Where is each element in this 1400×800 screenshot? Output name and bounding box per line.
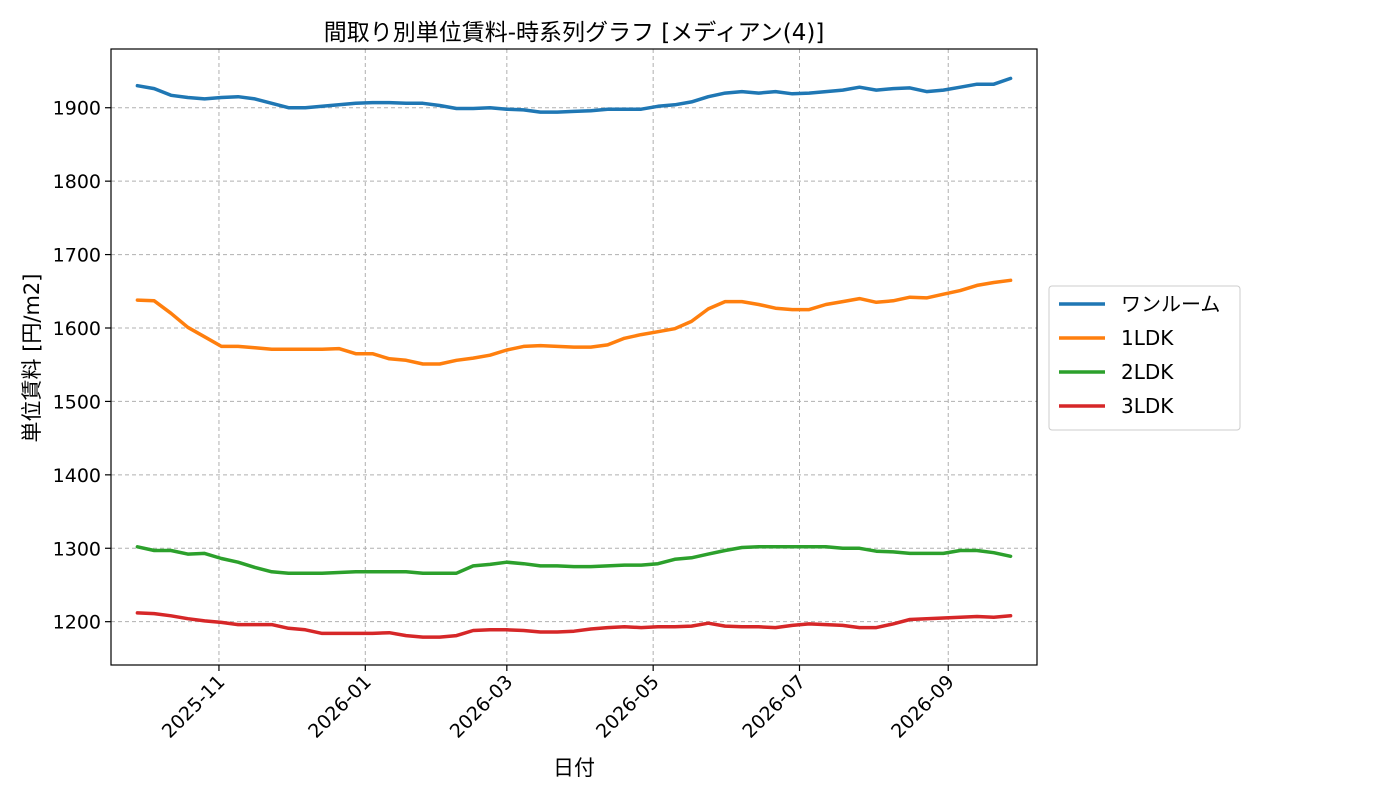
legend-label: ワンルーム — [1121, 292, 1220, 316]
legend: ワンルーム 1LDK 2LDK 3LDK — [1048, 285, 1241, 431]
series-line-4 — [135, 611, 1013, 639]
chart-title: 間取り別単位賃料-時系列グラフ [メディアン(4)] — [324, 20, 825, 46]
grid-lines — [111, 49, 1037, 665]
legend-label: 2LDK — [1121, 360, 1174, 384]
y-tick-label: 1600 — [53, 318, 101, 340]
plot-frame — [110, 48, 1038, 666]
legend-box — [1048, 285, 1241, 431]
y-tick-label: 1500 — [53, 391, 101, 413]
series-line-2 — [135, 278, 1013, 366]
y-tick-label: 1200 — [53, 612, 101, 634]
y-tick-label: 1800 — [53, 171, 101, 193]
legend-label: 3LDK — [1121, 394, 1174, 418]
y-tick-label: 1700 — [53, 245, 101, 267]
series-lines — [135, 76, 1013, 639]
series-line-3 — [135, 545, 1013, 575]
legend-label: 1LDK — [1121, 326, 1174, 350]
x-axis-label: 日付 — [553, 756, 595, 780]
y-tick-label: 1900 — [53, 98, 101, 120]
y-tick-label: 1400 — [53, 465, 101, 487]
y-axis-label: 単位賃料 [円/m2] — [20, 274, 44, 443]
series-line-1 — [135, 76, 1013, 114]
y-tick-label: 1300 — [53, 538, 101, 560]
